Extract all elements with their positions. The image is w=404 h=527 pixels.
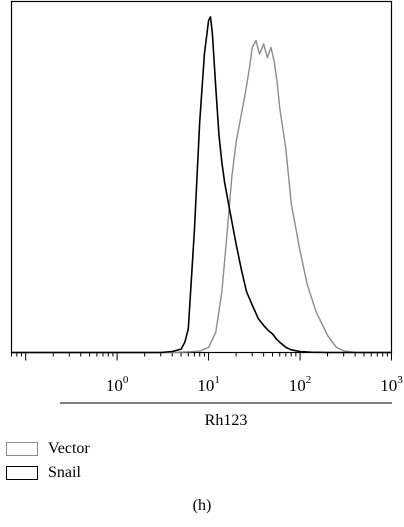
- flow-histogram-chart: 100 101 102 103 Rh123: [10, 0, 403, 429]
- legend-label-vector: Vector: [48, 440, 90, 457]
- plot-frame: [10, 0, 393, 354]
- x-axis-ticks: [11, 352, 392, 361]
- legend: Vector Snail: [6, 439, 90, 487]
- legend-swatch-vector: [6, 442, 38, 456]
- x-axis-label: Rh123: [205, 412, 248, 429]
- x-tick-label: 102: [289, 374, 312, 395]
- x-tick-label: 100: [106, 374, 129, 395]
- legend-item-snail: Snail: [6, 463, 90, 483]
- series-line-snail: [11, 16, 392, 354]
- x-tick-labels: 100 101 102 103: [106, 374, 403, 395]
- legend-swatch-snail: [6, 466, 38, 480]
- x-tick-label: 103: [380, 374, 403, 395]
- series-line-vector: [11, 39, 392, 354]
- legend-label-snail: Snail: [48, 464, 81, 481]
- panel-label: (h): [192, 497, 212, 514]
- x-tick-label: 101: [197, 374, 220, 395]
- legend-item-vector: Vector: [6, 439, 90, 459]
- series-layer: [11, 16, 392, 354]
